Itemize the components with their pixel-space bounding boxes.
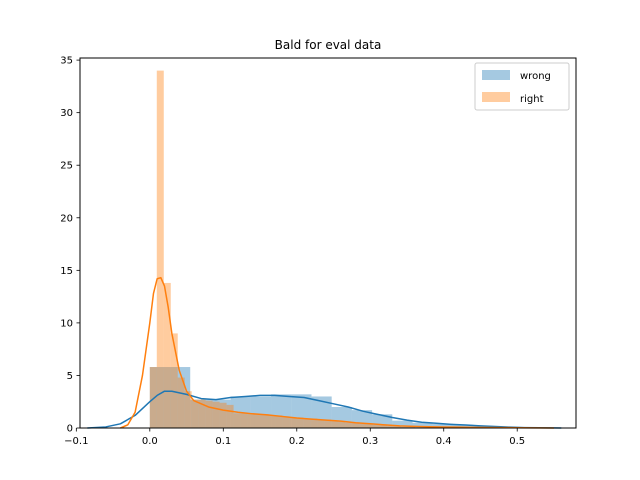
kde-line-wrong [87, 390, 562, 429]
bar-right-37 [408, 426, 416, 428]
x-tick-label: 0.5 [509, 436, 525, 447]
bar-right-4 [177, 377, 185, 428]
bar-wrong-12 [392, 420, 413, 428]
bar-right-13 [240, 413, 248, 428]
bar-right-1 [156, 70, 164, 429]
kde-lines [87, 276, 562, 429]
bar-wrong-14 [432, 423, 453, 428]
bar-right-7 [198, 399, 206, 428]
y-tick-label: 25 [60, 161, 73, 172]
bar-right-18 [275, 415, 283, 428]
bar-right-2 [163, 282, 171, 428]
legend: wrong right [474, 62, 570, 111]
y-tick-label: 10 [60, 318, 73, 329]
bar-right-19 [282, 416, 290, 428]
y-tick-label: 15 [60, 266, 73, 277]
x-tick-label: 0.3 [362, 436, 378, 447]
bar-right-14 [247, 413, 255, 428]
chart-title: Bald for eval data [275, 38, 382, 52]
bar-wrong-13 [412, 422, 433, 428]
bar-right-24 [317, 419, 325, 428]
x-tick-label: 0.4 [436, 436, 452, 447]
bar-right-27 [338, 421, 346, 428]
bar-wrong-5 [250, 396, 272, 428]
plot-frame [79, 57, 577, 429]
bar-wrong-1 [170, 367, 191, 428]
bar-right-10 [219, 402, 227, 428]
x-tick-label: −0.1 [64, 436, 88, 447]
bar-right-9 [212, 401, 220, 428]
bar-right-6 [191, 399, 199, 428]
x-tick-label: 0.1 [215, 436, 231, 447]
y-tick-label: 35 [60, 56, 73, 67]
bar-right-11 [226, 404, 234, 429]
bar-right-35 [394, 425, 402, 428]
bar-right-3 [170, 333, 178, 428]
bar-right-20 [289, 417, 297, 428]
y-tick-label: 5 [67, 371, 73, 382]
bar-right-22 [303, 418, 311, 428]
bar-wrong-7 [291, 394, 312, 428]
bar-right-28 [345, 422, 353, 428]
bar-right-30 [359, 423, 367, 428]
legend-frame [474, 62, 570, 111]
x-axis-ticks: −0.1 0.0 0.1 0.2 0.3 0.4 0.5 [64, 428, 525, 447]
bar-wrong-3 [210, 399, 231, 428]
bar-right-0 [149, 367, 157, 428]
bar-right-17 [268, 415, 276, 428]
bar-right-23 [310, 418, 318, 428]
y-tick-label: 20 [60, 213, 73, 224]
bar-right-31 [366, 423, 374, 428]
bar-wrong-0 [149, 367, 171, 428]
bar-wrong-15 [452, 424, 474, 428]
kde-line-right [120, 276, 554, 429]
bar-wrong-6 [271, 394, 292, 428]
bar-right-34 [387, 425, 395, 428]
bar-right-32 [373, 424, 381, 428]
bar-right-12 [233, 413, 241, 428]
bar-right-26 [331, 420, 339, 428]
bar-right-21 [296, 417, 304, 428]
legend-swatch-wrong [482, 70, 510, 80]
y-axis-ticks: 0 5 10 15 20 25 30 35 [60, 56, 80, 435]
legend-label-wrong: wrong [520, 71, 551, 82]
bar-right-5 [184, 391, 192, 428]
legend-label-right: right [520, 94, 544, 105]
bar-wrong-2 [190, 399, 211, 428]
y-tick-label: 0 [67, 424, 73, 435]
bar-right-33 [380, 424, 388, 428]
bar-right-16 [261, 414, 269, 428]
x-tick-label: 0.0 [142, 436, 158, 447]
legend-swatch-right [482, 92, 510, 102]
bar-wrong-9 [331, 406, 352, 428]
bar-right-25 [324, 419, 332, 428]
bar-right-15 [254, 414, 262, 428]
y-tick-label: 30 [60, 108, 73, 119]
bar-right-8 [205, 400, 213, 428]
x-tick-label: 0.2 [289, 436, 305, 447]
bar-right-29 [352, 422, 360, 428]
bar-right-36 [401, 426, 409, 428]
